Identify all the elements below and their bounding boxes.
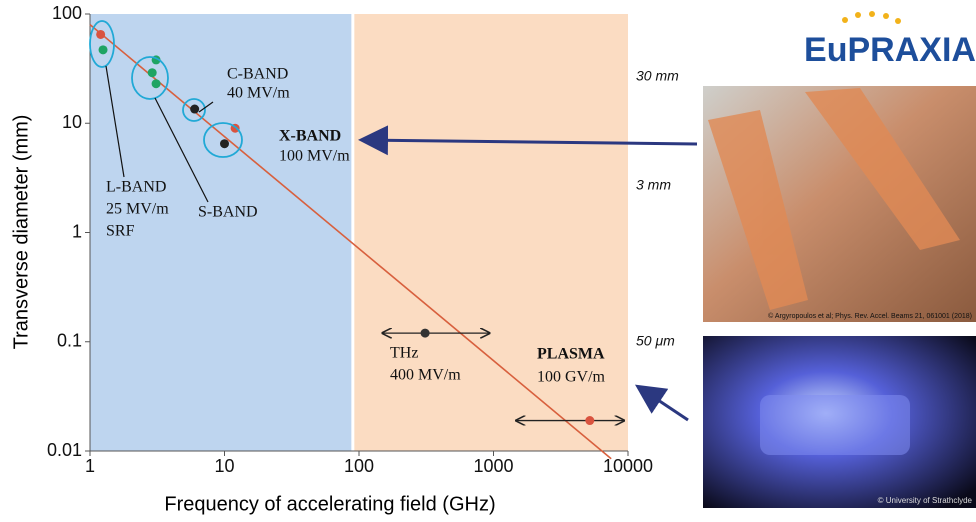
x-band-label: X-BAND — [279, 128, 341, 145]
l-band-label: L-BAND — [106, 179, 166, 196]
right-scale-label: 3 mm — [636, 177, 671, 193]
x-tick-label: 100 — [344, 456, 374, 476]
thz-label: 400 MV/m — [390, 367, 461, 384]
y-tick-label: 1 — [72, 221, 82, 241]
point — [151, 79, 161, 89]
s-band-ring — [131, 56, 169, 100]
leader-line — [154, 97, 209, 203]
plasma-label: 100 GV/m — [537, 369, 606, 386]
point — [190, 104, 200, 114]
arrow — [635, 384, 689, 422]
right-scale-label: 30 mm — [636, 68, 679, 84]
logo-stars — [842, 11, 901, 24]
arrow — [358, 125, 698, 156]
l-band-label: SRF — [106, 223, 135, 240]
logo-text: EuPRAXIA — [804, 31, 976, 69]
x-tick-label: 10000 — [603, 456, 653, 476]
photo-detail — [708, 88, 960, 310]
x-tick-label: 1000 — [473, 456, 513, 476]
side-panel: EuPRAXIA © Argyropoulos et al; Phys. Rev… — [358, 11, 976, 508]
s-band-label: S-BAND — [198, 204, 258, 221]
c-band-ring — [182, 98, 206, 122]
c-band-label: 40 MV/m — [227, 85, 290, 102]
l-band-ring — [89, 20, 115, 68]
x-band-ring — [203, 122, 243, 158]
y-tick-label: 0.1 — [57, 331, 82, 351]
x-tick-label: 10 — [214, 456, 234, 476]
y-tick-label: 0.01 — [47, 440, 82, 460]
point — [98, 45, 108, 55]
point — [420, 328, 430, 338]
point — [585, 416, 595, 426]
point — [220, 139, 229, 149]
y-tick-label: 10 — [62, 112, 82, 132]
x-axis-label: Frequency of accelerating field (GHz) — [164, 493, 495, 515]
logo: EuPRAXIA — [804, 11, 976, 69]
region — [352, 14, 628, 451]
plot-area: 0.01 0.1 1 10 100 1 10 100 1000 10000 — [47, 3, 653, 476]
right-scale-label: 50 μm — [636, 333, 675, 349]
l-band-label: 25 MV/m — [106, 201, 169, 218]
photo-credit: © Argyropoulos et al; Phys. Rev. Accel. … — [768, 312, 972, 320]
plasma-label: PLASMA — [537, 346, 605, 363]
thz-label: THz — [390, 345, 418, 362]
x-tick-label: 1 — [85, 456, 95, 476]
point — [96, 29, 106, 39]
photo-detail — [760, 395, 910, 455]
c-band-label: C-BAND — [227, 66, 288, 83]
y-tick-label: 100 — [52, 3, 82, 23]
leader-line — [198, 101, 214, 113]
annotations: C-BAND 40 MV/m X-BAND 100 MV/m L-BAND 25… — [10, 20, 679, 515]
y-axis-label: Transverse diameter (mm) — [10, 115, 32, 350]
trend-line — [89, 23, 612, 460]
x-band-label: 100 MV/m — [279, 148, 350, 165]
leader-line — [105, 65, 125, 178]
point — [147, 68, 157, 78]
photo-credit: © University of Strathclyde — [878, 496, 973, 505]
